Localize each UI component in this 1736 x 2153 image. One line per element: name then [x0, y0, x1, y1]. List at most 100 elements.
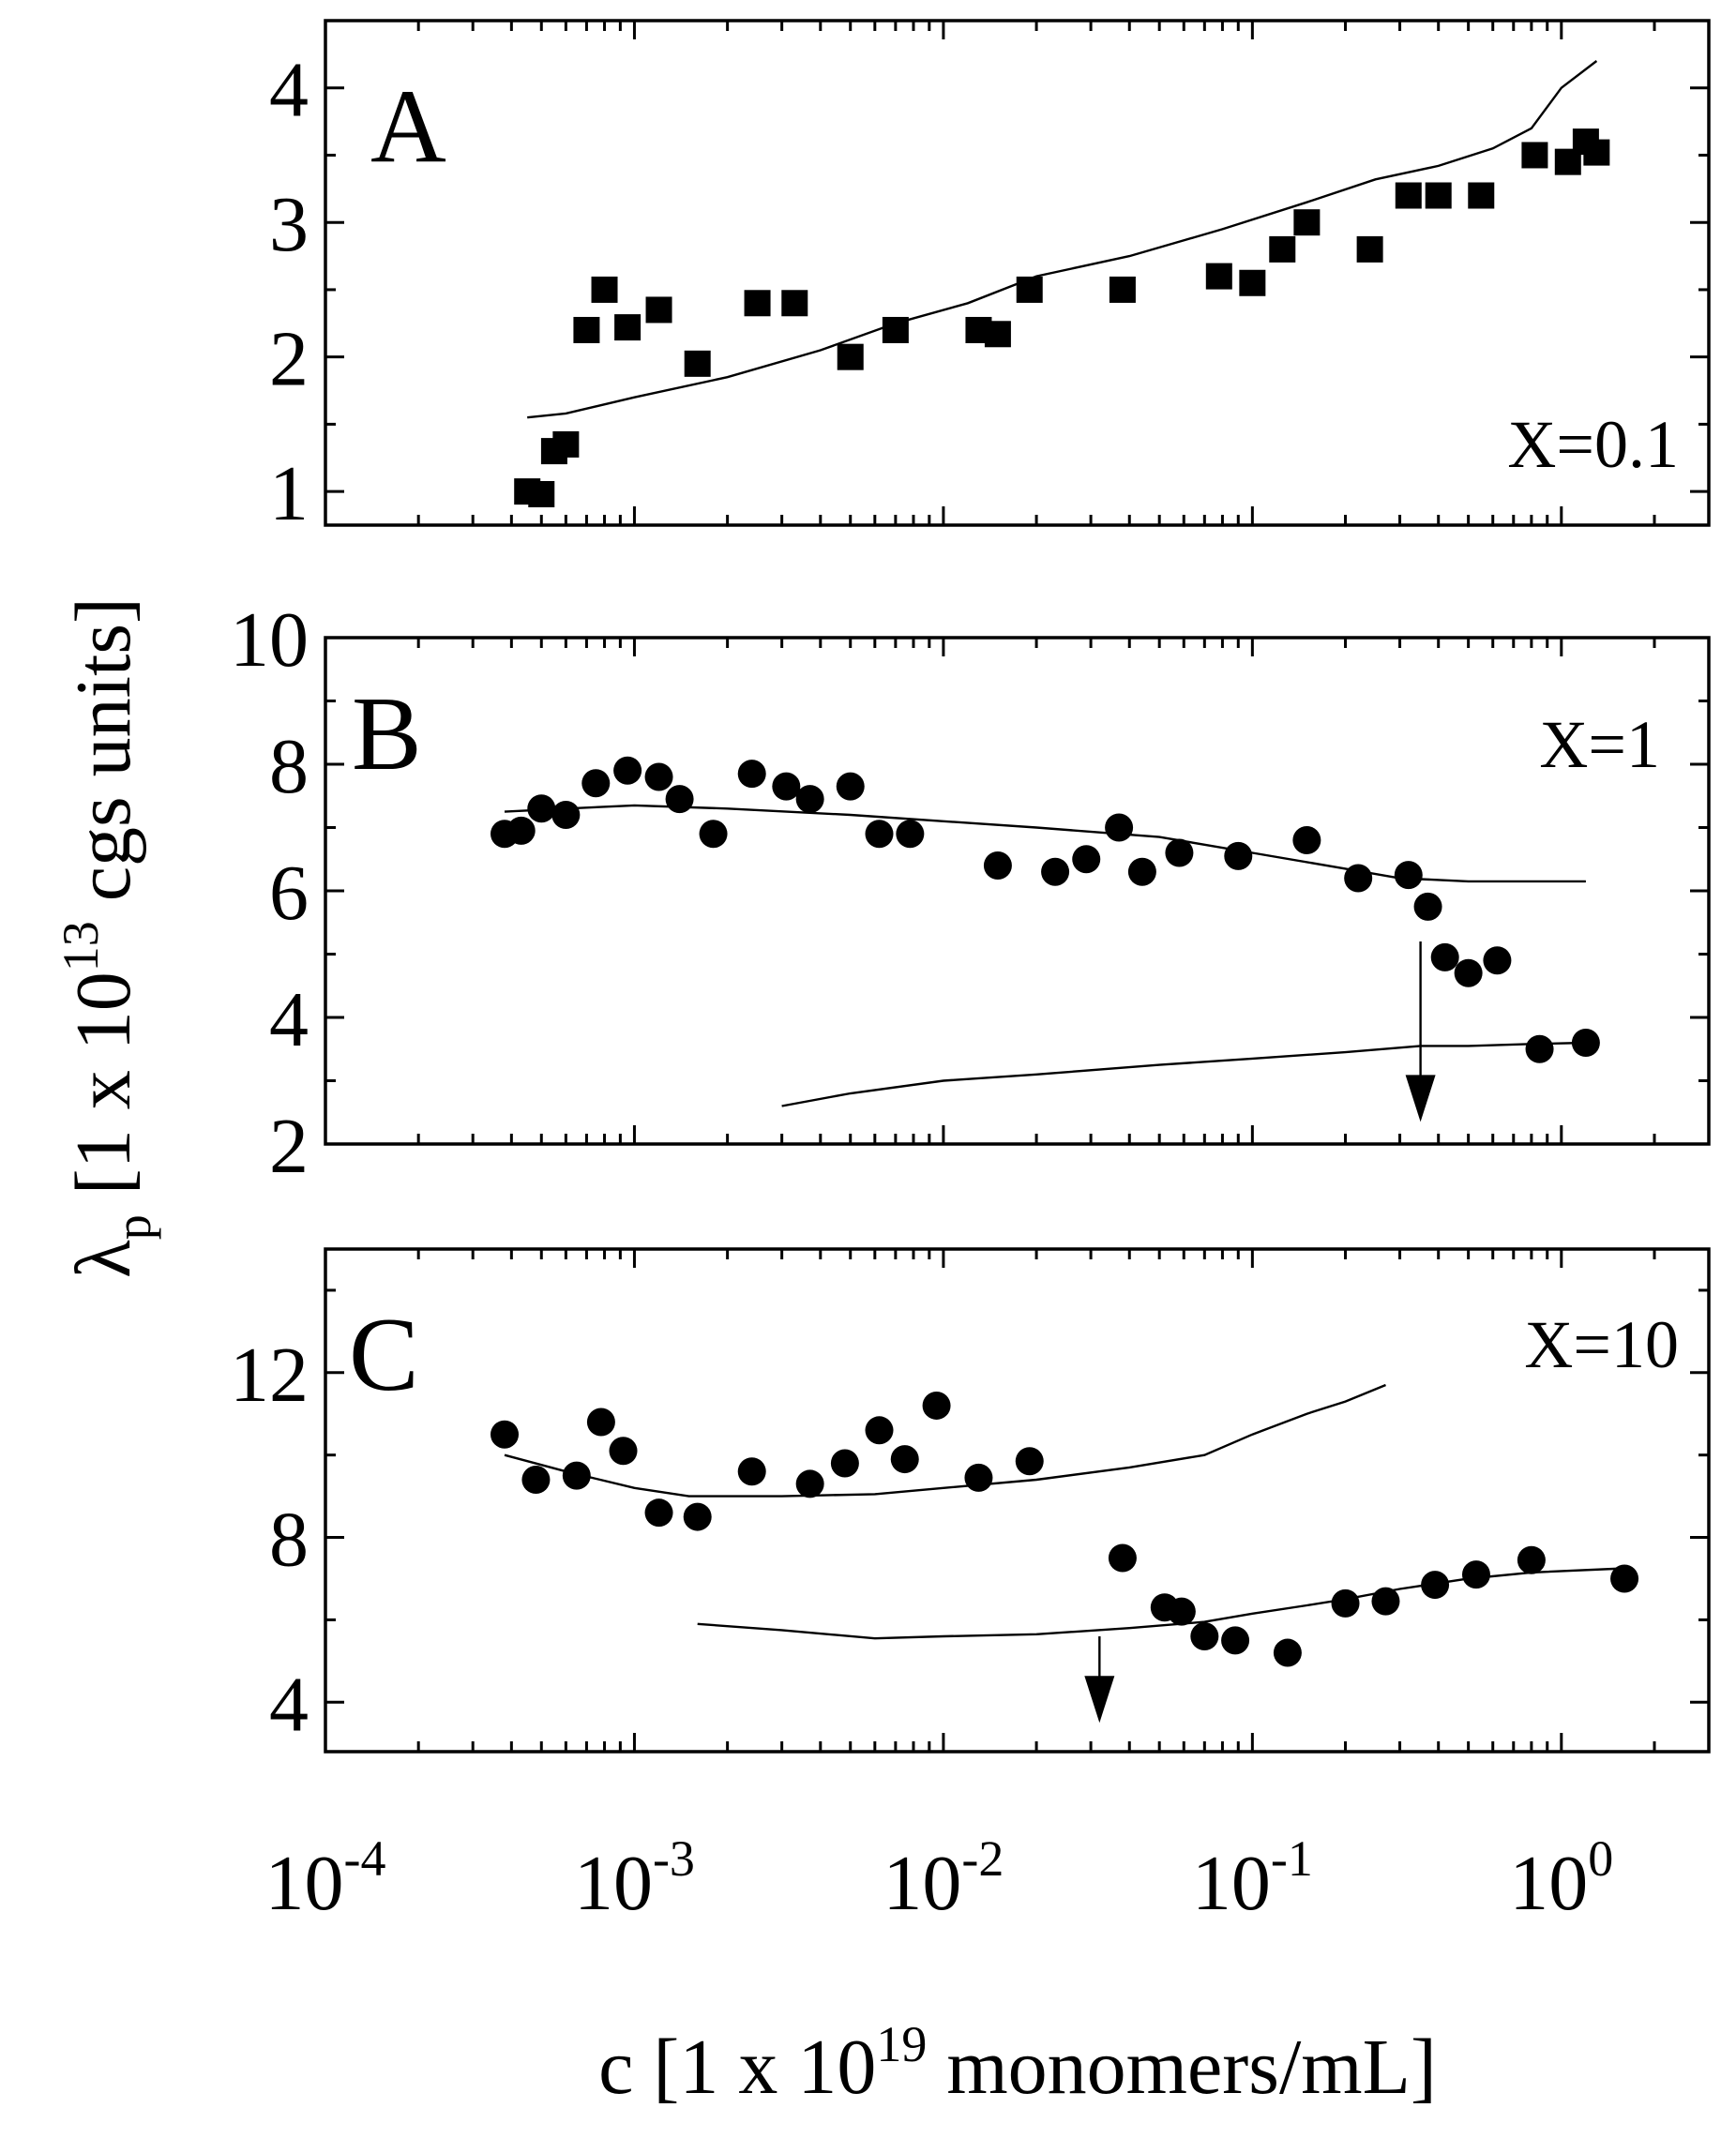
panel-c-frame — [324, 1247, 1711, 1754]
panel-b-data-point — [1165, 838, 1194, 867]
panel-a-data-point — [744, 290, 771, 317]
x-tick-label: 10-2 — [883, 1830, 1004, 1927]
x-tick-label-exp: -4 — [344, 1830, 386, 1887]
panel-c-data-point — [1421, 1571, 1450, 1600]
panel-b-data-point — [1292, 826, 1321, 854]
panel-a-data-point — [1293, 209, 1321, 236]
panel-c: C X=10 4 8 12 — [230, 1247, 1711, 1754]
panel-b-data-point — [836, 772, 865, 801]
x-tick-label-base: 10 — [883, 1840, 961, 1927]
panel-a-curves — [527, 60, 1598, 419]
panel-c-data-point — [1167, 1597, 1196, 1626]
panel-a-ytick-label: 3 — [269, 181, 309, 268]
x-tick-labels: 10-4 10-3 10-2 10-1 100 — [265, 1830, 1614, 1927]
panel-c-annotation: X=10 — [1524, 1307, 1679, 1382]
panel-b-data-point — [983, 851, 1012, 880]
panel-c-data-point — [865, 1416, 894, 1445]
panel-b-data-point — [1571, 1029, 1600, 1057]
panel-b-curves — [504, 804, 1586, 1107]
panel-b-ytick-label: 4 — [269, 976, 309, 1063]
panel-a-data-point — [1468, 182, 1495, 209]
panel-a-data-point — [552, 430, 580, 458]
panel-b-ytick-label: 10 — [230, 596, 309, 684]
x-axis-label-suffix: monomers/mL] — [927, 2024, 1437, 2111]
panel-a-data-point — [1583, 139, 1610, 166]
panel-a-data-point — [573, 316, 600, 343]
panel-a-ytick-label: 2 — [269, 316, 309, 403]
panel-b-data-point — [665, 785, 694, 814]
panel-c-ytick-label: 8 — [269, 1497, 309, 1584]
panel-c-data-point — [1371, 1587, 1400, 1616]
panel-b-annotation: X=1 — [1539, 707, 1660, 782]
panel-c-data-point — [1331, 1588, 1360, 1618]
panel-c-data-point — [1015, 1447, 1044, 1476]
panel-a-data-point — [645, 296, 672, 324]
panel-a-data-point — [1016, 276, 1043, 303]
panel-b-data-point — [1072, 845, 1101, 874]
panel-c-arrows — [1084, 1635, 1115, 1724]
x-tick-label-exp: -2 — [961, 1830, 1004, 1887]
panel-a-data-point — [1395, 182, 1422, 209]
panel-c-data-point — [1190, 1621, 1219, 1650]
panel-c-grid-ticks — [324, 1249, 1711, 1752]
x-axis-label-prefix: c [1 x 10 — [598, 2024, 876, 2111]
y-axis-label-sub: p — [105, 1214, 161, 1240]
panel-b-data-point — [1105, 813, 1134, 842]
panel-b-frame — [324, 636, 1711, 1146]
panel-a-data-point — [1425, 182, 1452, 209]
panel-b-data-point — [772, 772, 801, 801]
panel-a-data-point — [837, 343, 864, 370]
panel-b-grid-ticks — [324, 636, 1711, 1146]
panel-b-data-point — [1430, 942, 1459, 971]
panel-b-data-point — [865, 820, 894, 849]
x-axis-label: c [1 x 1019 monomers/mL] — [598, 2016, 1437, 2111]
panel-b-data-point — [1344, 864, 1373, 893]
panel-b-data-point — [1525, 1034, 1554, 1063]
panel-a-frame — [324, 19, 1711, 527]
panel-c-data-point — [1461, 1560, 1490, 1589]
panel-c-fit-curve-2 — [697, 1567, 1625, 1640]
panel-a-data-point — [528, 481, 555, 508]
panel-b-data-point — [506, 816, 536, 845]
panel-b-data-point — [613, 756, 642, 785]
panel-b-data-point — [644, 762, 673, 791]
panel-c-data-point — [830, 1449, 859, 1478]
panel-c-label: C — [349, 1297, 419, 1413]
panel-c-data-point — [922, 1391, 951, 1420]
panel-a-fit-curve-1 — [527, 60, 1598, 419]
panel-a-label: A — [370, 68, 446, 185]
panel-c-data-point — [1517, 1545, 1546, 1574]
panel-b-arrow-head — [1405, 1075, 1436, 1122]
panel-c-data-point — [964, 1463, 993, 1492]
x-tick-label-exp: 0 — [1588, 1830, 1613, 1887]
panel-c-ytick-label: 12 — [230, 1332, 309, 1419]
x-tick-label-base: 10 — [1509, 1840, 1588, 1927]
panel-c-ytick-label: 4 — [269, 1661, 309, 1748]
panel-a-data-point — [781, 290, 808, 317]
panel-c-data-point — [562, 1461, 591, 1490]
panel-b-points — [491, 756, 1600, 1063]
panel-a-data-point — [1356, 235, 1383, 263]
panel-a-data-point — [1205, 263, 1232, 290]
panel-b-ytick-label: 6 — [269, 850, 309, 937]
panel-b-data-point — [1041, 857, 1070, 886]
panel-b-data-point — [1224, 841, 1253, 870]
panel-b-data-point — [551, 801, 581, 829]
y-axis-label-exp: 13 — [53, 921, 109, 971]
panel-c-data-point — [491, 1420, 520, 1449]
panel-b-data-point — [1454, 958, 1483, 987]
panel-a-data-point — [882, 316, 909, 343]
x-tick-label-base: 10 — [265, 1840, 344, 1927]
panel-c-data-point — [1610, 1564, 1639, 1593]
panel-c-data-point — [521, 1466, 551, 1495]
x-tick-label-exp: -3 — [653, 1830, 695, 1887]
panel-c-data-point — [586, 1408, 615, 1437]
panel-b-data-point — [1413, 892, 1442, 921]
panel-a-annotation: X=0.1 — [1507, 407, 1679, 482]
x-tick-label: 10-1 — [1192, 1830, 1313, 1927]
panel-c-data-point — [1273, 1638, 1302, 1667]
panel-c-data-point — [890, 1445, 919, 1474]
x-axis-label-exp: 19 — [876, 2016, 927, 2072]
y-axis-label-mid: [1 x 10 — [60, 971, 147, 1214]
